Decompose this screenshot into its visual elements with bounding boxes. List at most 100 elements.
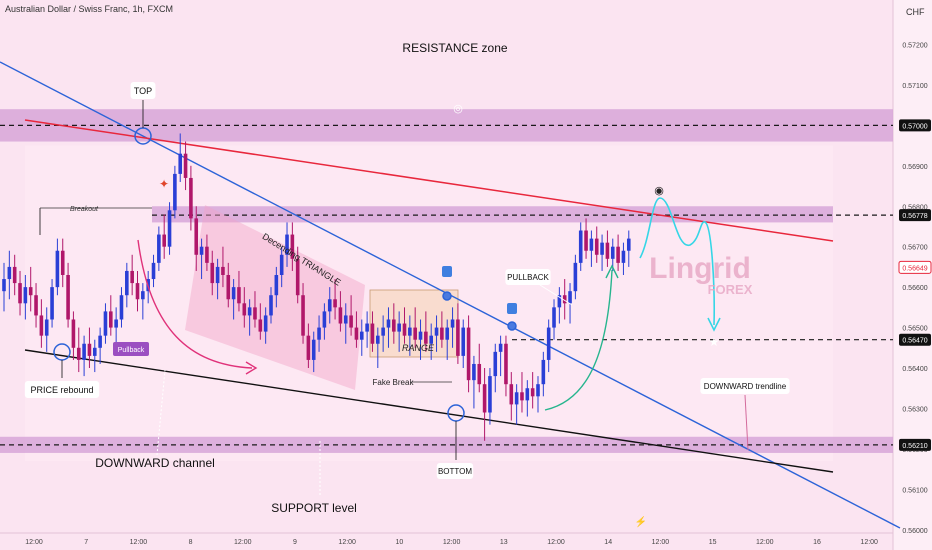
candle-body-16 [87, 343, 92, 356]
candle-body-26 [141, 291, 145, 300]
candle-body-84 [450, 319, 455, 328]
candle-body-87 [466, 327, 471, 381]
x-tick-2: 12:00 [130, 539, 148, 546]
bottom-label: BOTTOM [438, 467, 472, 476]
y-tick-8: 0.56400 [902, 366, 927, 373]
candle-body-58 [311, 339, 316, 360]
y-tick-4: 0.56800 [902, 204, 927, 211]
downward-channel-label: DOWNWARD channel [95, 456, 215, 470]
candle-body-24 [130, 270, 134, 284]
candle-body-32 [173, 173, 177, 211]
y-tick-5: 0.56700 [902, 245, 927, 252]
candle-body-61 [327, 299, 332, 312]
eye-icon: ◉ [654, 185, 664, 197]
x-tick-14: 12:00 [756, 539, 774, 546]
candle-body-67 [359, 331, 364, 340]
x-tick-16: 12:00 [860, 539, 878, 546]
candle-body-22 [119, 295, 124, 320]
candle-body-100 [536, 384, 540, 397]
candle-body-36 [194, 218, 199, 255]
candle-body-35 [189, 177, 193, 219]
candle-body-101 [541, 359, 546, 385]
x-tick-6: 12:00 [338, 539, 356, 546]
y-tick-6: 0.56600 [902, 285, 927, 292]
y-tick-1: 0.57100 [902, 83, 927, 90]
candle-body-38 [205, 246, 209, 263]
candle-body-28 [151, 262, 156, 280]
candle-body-93 [498, 343, 503, 352]
candle-body-44 [237, 287, 241, 304]
candle-body-75 [402, 323, 407, 336]
candle-body-3 [18, 283, 22, 304]
candle-body-66 [354, 327, 359, 340]
candle-body-98 [525, 388, 530, 401]
flag-marker-0 [442, 266, 452, 277]
candle-body-82 [440, 327, 444, 340]
candle-body-21 [114, 319, 118, 328]
triangle-shading [185, 205, 365, 390]
downward-trendline-label-box [700, 378, 790, 394]
target-star-icon: ★ [709, 335, 720, 349]
price-badge-box-2 [898, 260, 932, 274]
watermark-main: Lingrid [649, 252, 751, 285]
flag-marker-1 [507, 303, 517, 314]
pullback-curve [137, 239, 253, 369]
candle-body-8 [44, 319, 49, 336]
candle-body-105 [562, 295, 567, 304]
candle-body-48 [258, 319, 263, 332]
candle-body-20 [109, 311, 113, 328]
candle-body-25 [135, 283, 140, 300]
candle-body-29 [157, 234, 161, 263]
candle-body-39 [210, 262, 215, 284]
candle-body-99 [530, 388, 535, 397]
candle-body-7 [39, 315, 44, 336]
recovery-curve [544, 269, 613, 411]
candle-body-56 [301, 295, 305, 336]
candle-body-50 [269, 295, 273, 316]
price-badge-0: 0.57000 [902, 123, 927, 130]
candle-body-4 [23, 287, 28, 304]
lightning-icon: ⚡ [635, 515, 647, 528]
price-badge-1: 0.56778 [902, 213, 927, 220]
candle-body-12 [66, 275, 70, 320]
candle-body-88 [472, 363, 476, 381]
candle-body-102 [546, 327, 551, 360]
candle-body-83 [445, 327, 450, 340]
candle-body-94 [504, 343, 508, 385]
x-tick-13: 15 [709, 539, 717, 546]
price-badge-2: 0.56649 [902, 265, 927, 272]
candle-body-77 [413, 327, 417, 340]
candle-body-57 [306, 335, 311, 360]
x-tick-5: 9 [293, 539, 297, 546]
pullback-tag-box [113, 342, 149, 356]
candle-body-71 [381, 327, 385, 336]
candle-body-97 [520, 392, 524, 401]
candle-body-96 [514, 392, 519, 405]
candle-body-109 [584, 230, 588, 251]
y-tick-7: 0.56500 [902, 326, 927, 333]
candle-body-113 [605, 242, 610, 259]
candle-body-81 [434, 327, 439, 336]
y-tick-0: 0.57200 [902, 42, 927, 49]
resistance-zone-label: RESISTANCE zone [402, 41, 507, 55]
candle-body-114 [610, 246, 615, 259]
candle-body-23 [125, 270, 129, 296]
candle-body-69 [370, 323, 375, 344]
pullback-label: PULLBACK [507, 273, 549, 282]
price-badge-box-0 [899, 119, 931, 132]
candle-body-37 [199, 246, 204, 255]
pullback-tag-label: Pullback [118, 347, 145, 354]
marker-circle-4 [442, 291, 452, 301]
candle-body-73 [392, 319, 396, 332]
candle-body-55 [295, 258, 300, 296]
candle-body-45 [242, 303, 247, 316]
candle-body-47 [253, 307, 257, 320]
candle-body-17 [92, 347, 97, 356]
watermark-sub: FOREX [708, 282, 753, 297]
candle-body-31 [167, 210, 172, 247]
pullback-curve-arrowhead [245, 361, 258, 375]
candle-body-59 [317, 327, 321, 340]
top-label: TOP [134, 86, 152, 96]
